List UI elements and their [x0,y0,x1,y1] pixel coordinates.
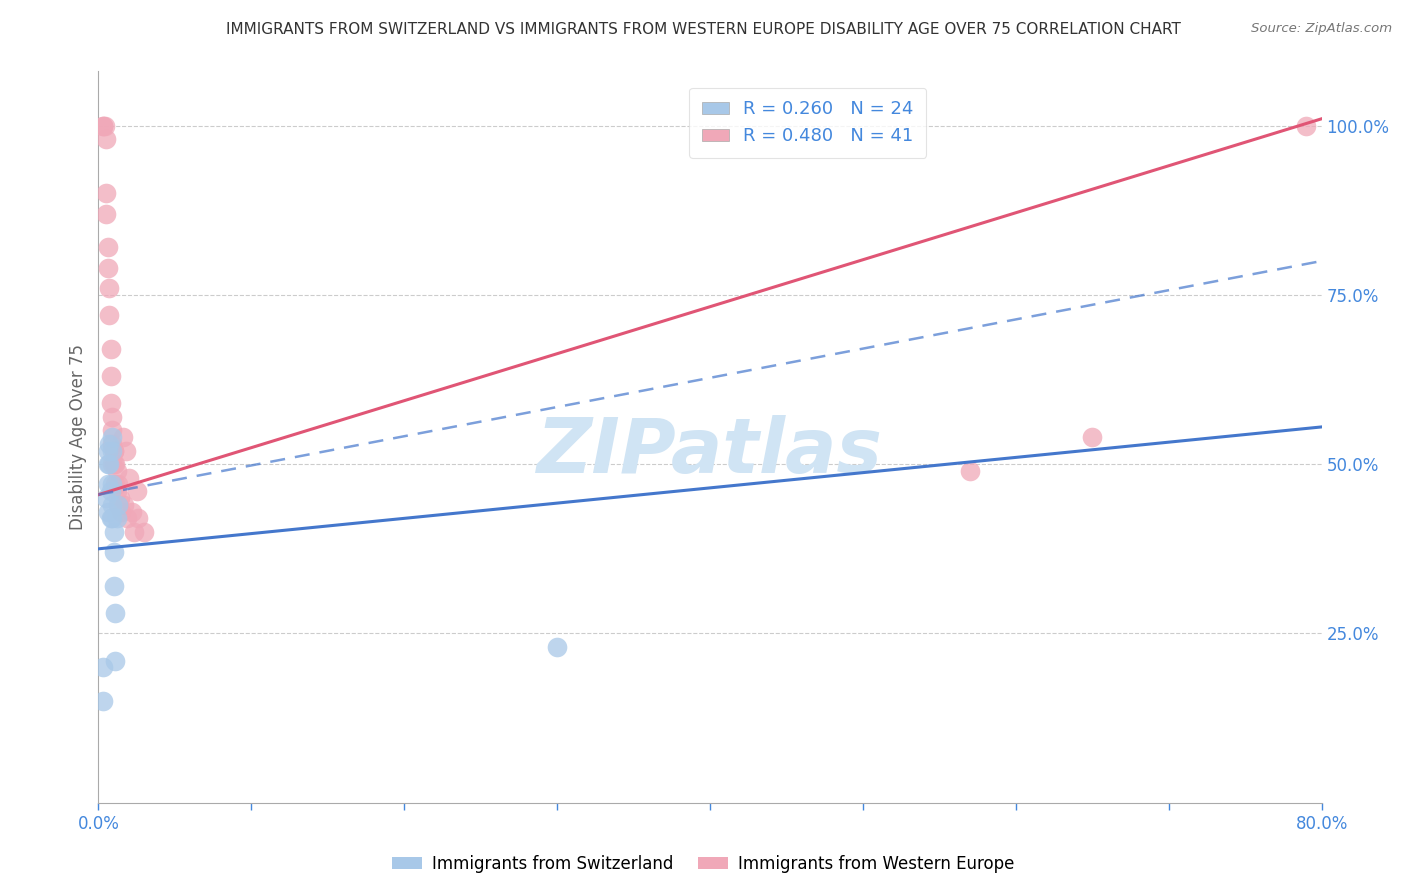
Point [94,206,117,220]
Point [103,443,125,458]
Legend: R = 0.260   N = 24, R = 0.480   N = 41: R = 0.260 N = 24, R = 0.480 N = 41 [689,87,927,158]
Point [1295,119,1317,133]
Point [122,524,145,539]
Point [97,240,120,254]
Point [117,511,139,525]
Point [546,640,568,654]
Point [104,654,127,668]
Point [125,484,148,499]
Point [103,524,125,539]
Point [112,498,135,512]
Point [104,606,127,620]
Point [105,464,128,478]
Point [134,524,156,539]
Point [97,457,120,471]
Point [959,464,981,478]
Point [98,437,121,451]
Point [97,260,120,275]
Point [121,505,143,519]
Y-axis label: Disability Age Over 75: Disability Age Over 75 [69,344,87,530]
Point [94,132,117,146]
Point [91,119,114,133]
Point [107,498,129,512]
Point [91,694,114,708]
Point [101,477,124,491]
Point [94,186,117,201]
Point [103,579,125,593]
Point [118,471,141,485]
Point [98,281,121,295]
Point [100,511,122,525]
Point [104,477,127,491]
Point [97,443,120,458]
Point [104,457,127,471]
Point [100,369,122,384]
Point [93,119,115,133]
Point [108,491,131,505]
Point [101,430,124,444]
Point [100,342,122,356]
Point [97,505,120,519]
Point [115,443,138,458]
Text: IMMIGRANTS FROM SWITZERLAND VS IMMIGRANTS FROM WESTERN EUROPE DISABILITY AGE OVE: IMMIGRANTS FROM SWITZERLAND VS IMMIGRANT… [225,22,1181,37]
Point [91,119,114,133]
Point [101,423,124,437]
Point [110,505,132,519]
Point [101,511,124,525]
Point [101,498,124,512]
Point [103,457,125,471]
Point [98,457,121,471]
Point [111,430,134,444]
Point [98,308,121,322]
Point [107,477,129,491]
Point [91,660,114,674]
Point [1081,430,1104,444]
Point [105,511,128,525]
Point [101,443,124,458]
Point [105,484,128,499]
Point [100,396,122,410]
Point [127,511,149,525]
Point [101,457,124,471]
Point [107,498,129,512]
Text: ZIPatlas: ZIPatlas [537,415,883,489]
Point [94,491,117,505]
Legend: Immigrants from Switzerland, Immigrants from Western Europe: Immigrants from Switzerland, Immigrants … [385,848,1021,880]
Text: Source: ZipAtlas.com: Source: ZipAtlas.com [1251,22,1392,36]
Point [103,443,125,458]
Point [100,484,122,499]
Point [103,545,125,559]
Point [101,437,124,451]
Point [97,477,120,491]
Point [101,409,124,424]
